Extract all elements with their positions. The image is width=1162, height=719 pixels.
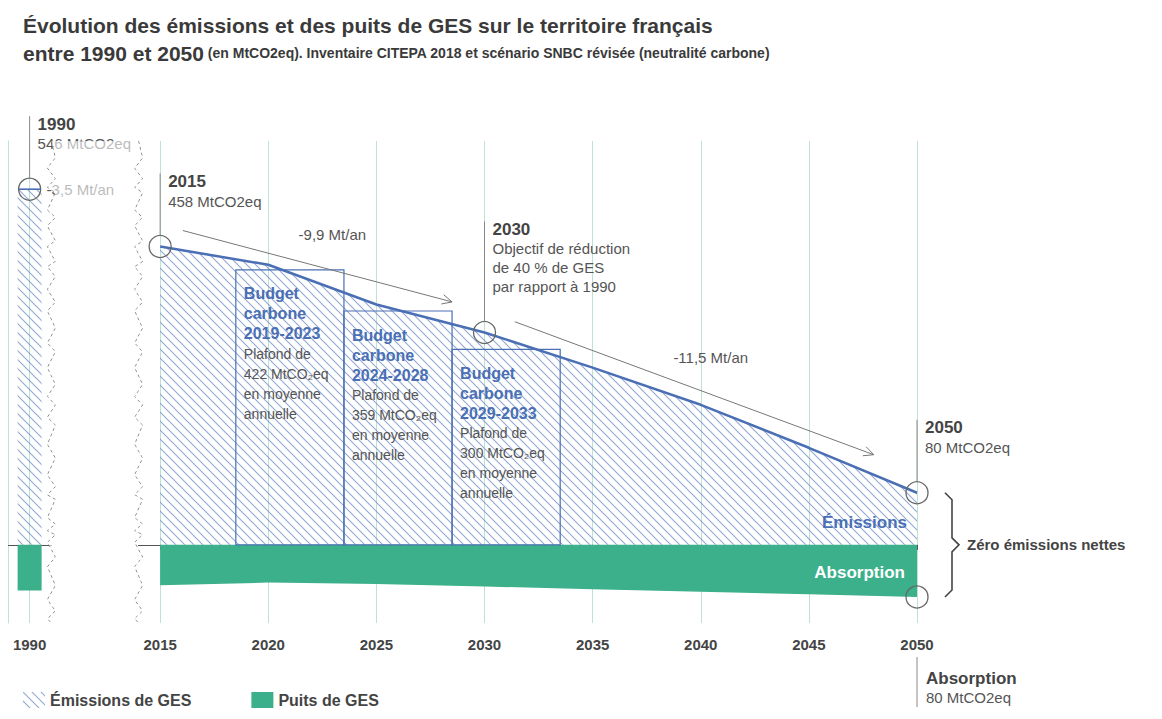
svg-text:2019-2023: 2019-2023 [244,325,321,342]
svg-text:2045: 2045 [792,636,825,653]
svg-text:par rapport à 1990: par rapport à 1990 [493,278,616,295]
svg-text:(en MtCO2eq). Inventaire CITEP: (en MtCO2eq). Inventaire CITEPA 2018 et … [204,45,770,61]
svg-text:-11,5 Mt/an: -11,5 Mt/an [673,349,748,366]
svg-text:2030: 2030 [493,220,531,239]
svg-text:2050: 2050 [925,418,963,437]
svg-text:carbone: carbone [352,347,414,364]
svg-text:Absorption: Absorption [814,563,905,582]
svg-text:Puits de GES: Puits de GES [278,692,379,709]
svg-text:Objectif de réduction: Objectif de réduction [493,240,631,257]
svg-text:Émissions de GES: Émissions de GES [50,691,192,709]
svg-text:en moyenne: en moyenne [244,386,321,402]
svg-text:Émissions: Émissions [822,513,907,532]
svg-text:359 MtCO₂eq: 359 MtCO₂eq [352,407,437,423]
svg-text:entre 1990 et 2050: entre 1990 et 2050 [23,42,204,65]
svg-text:2020: 2020 [252,636,285,653]
svg-text:Zéro émissions nettes: Zéro émissions nettes [967,536,1125,553]
svg-text:2025: 2025 [360,636,393,653]
svg-text:Budget: Budget [352,327,408,344]
svg-text:300 MtCO₂eq: 300 MtCO₂eq [460,445,545,461]
svg-text:de 40 % de GES: de 40 % de GES [493,259,605,276]
svg-text:2040: 2040 [684,636,717,653]
svg-text:annuelle: annuelle [244,406,297,422]
svg-text:2035: 2035 [576,636,609,653]
svg-text:Absorption: Absorption [926,669,1017,688]
svg-text:80 MtCO2eq: 80 MtCO2eq [926,689,1011,706]
svg-text:2029-2033: 2029-2033 [460,405,537,422]
svg-text:Plafond de: Plafond de [352,387,419,403]
svg-text:en moyenne: en moyenne [460,465,537,481]
svg-text:1990: 1990 [38,115,76,134]
svg-text:Budget: Budget [460,365,516,382]
svg-text:en moyenne: en moyenne [352,427,429,443]
svg-text:Plafond de: Plafond de [244,346,311,362]
svg-text:2050: 2050 [900,636,933,653]
svg-text:Budget: Budget [244,285,300,302]
svg-text:458 MtCO2eq: 458 MtCO2eq [168,193,261,210]
svg-text:carbone: carbone [244,305,306,322]
svg-text:annuelle: annuelle [352,447,405,463]
svg-text:80 MtCO2eq: 80 MtCO2eq [925,439,1010,456]
svg-text:2015: 2015 [168,172,206,191]
svg-text:carbone: carbone [460,385,522,402]
svg-text:1990: 1990 [13,636,46,653]
svg-text:Plafond de: Plafond de [460,425,527,441]
svg-text:Évolution des émissions et des: Évolution des émissions et des puits de … [23,14,713,37]
svg-text:2030: 2030 [468,636,501,653]
svg-text:annuelle: annuelle [460,485,513,501]
svg-text:2024-2028: 2024-2028 [352,367,429,384]
svg-text:422 MtCO₂eq: 422 MtCO₂eq [244,366,329,382]
svg-text:-9,9 Mt/an: -9,9 Mt/an [299,226,367,243]
svg-text:2015: 2015 [143,636,176,653]
